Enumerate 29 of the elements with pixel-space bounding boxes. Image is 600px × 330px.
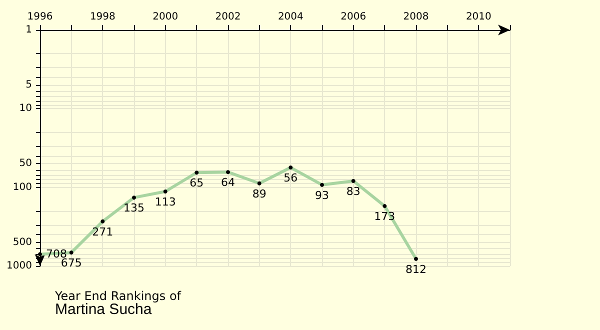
y-tick-label: 100 [12, 182, 32, 193]
data-label: 113 [154, 196, 176, 209]
x-tick-label: 2008 [403, 12, 429, 22]
y-tick-label: 10 [19, 103, 32, 114]
text: Year End Rankings of [54, 289, 182, 303]
data-label: 56 [284, 172, 298, 185]
x-tick-label: 2004 [278, 12, 304, 22]
data-label: 64 [221, 176, 235, 190]
data-label: 89 [252, 187, 266, 200]
x-tick-label: 2006 [340, 12, 366, 22]
x-tick-label: 2000 [152, 12, 178, 22]
x-tick-label: 1998 [90, 12, 116, 22]
data-label: 65 [190, 176, 204, 190]
y-tick-label: 500 [12, 236, 32, 248]
data-label: 675 [60, 256, 82, 270]
y-tick-label: 5 [26, 79, 32, 90]
data-label: 271 [92, 225, 114, 238]
x-tick-label: 2002 [215, 12, 241, 22]
x-tick-label: 1996 [27, 12, 53, 22]
data-label: 812 [406, 262, 426, 276]
y-tick-label: 1 [26, 24, 32, 36]
x-tick-label: 2010 [466, 12, 492, 22]
data-label: 83 [346, 184, 360, 198]
y-tick-label: 1000 [6, 260, 32, 272]
text: Martina Sucha [55, 301, 152, 318]
y-tick-label: 50 [19, 158, 32, 170]
data-label: 135 [124, 202, 144, 215]
data-label: 93 [315, 188, 329, 202]
data-label: 173 [374, 210, 396, 224]
